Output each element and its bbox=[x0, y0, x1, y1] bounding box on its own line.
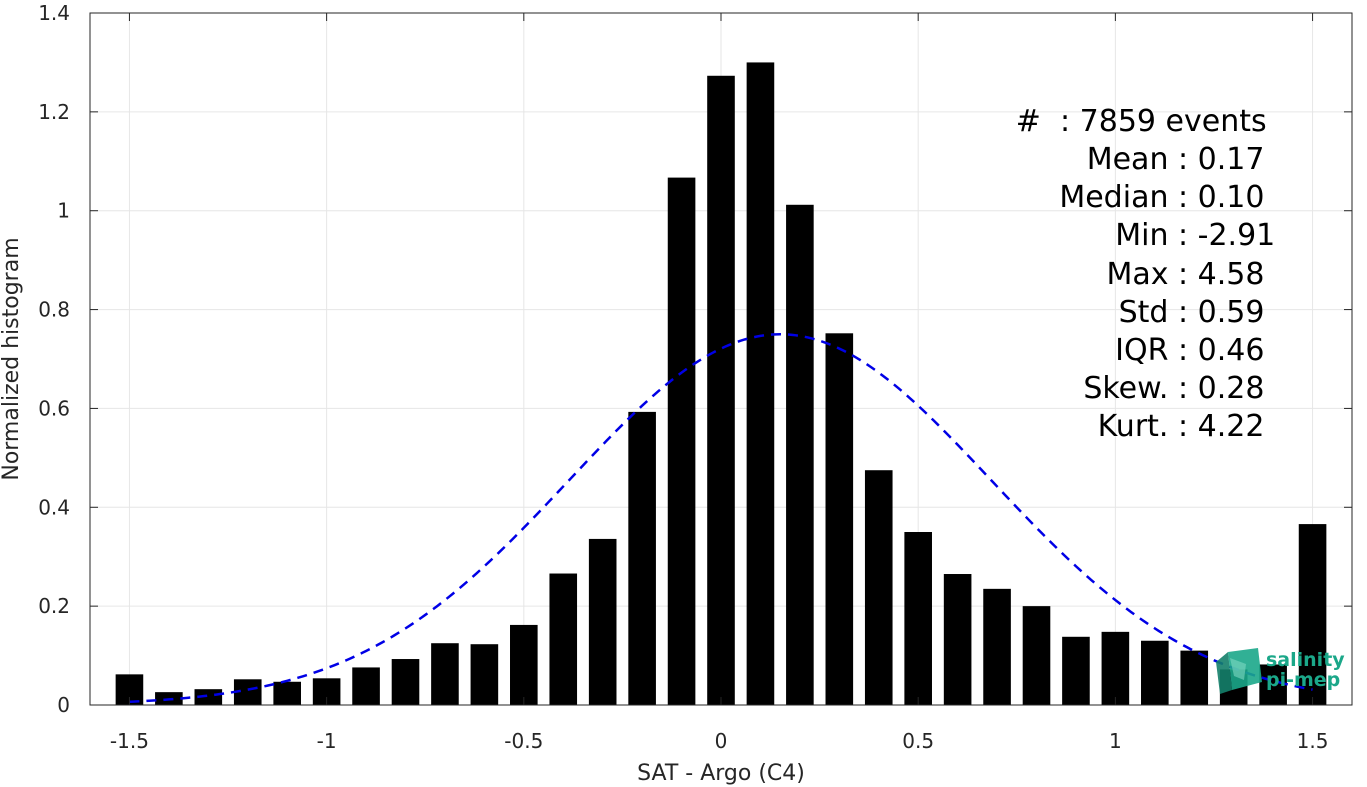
histogram-bar bbox=[1022, 606, 1051, 705]
x-tick-label: 0 bbox=[715, 729, 728, 753]
histogram-bar bbox=[1298, 524, 1327, 705]
stat-label: IQR bbox=[1115, 333, 1178, 368]
histogram-bar bbox=[194, 689, 223, 705]
y-tick-label: 0.8 bbox=[38, 298, 70, 322]
histogram-bar bbox=[786, 204, 814, 706]
x-tick-label: -1.5 bbox=[110, 729, 149, 753]
histogram-bar bbox=[352, 667, 380, 705]
x-axis-label: SAT - Argo (C4) bbox=[637, 761, 805, 786]
histogram-bar bbox=[510, 624, 538, 705]
histogram-bar bbox=[1101, 631, 1130, 705]
histogram-bar bbox=[431, 643, 459, 705]
histogram-bar bbox=[983, 588, 1011, 705]
x-tick-label: -1 bbox=[317, 729, 337, 753]
x-tick-label: 1 bbox=[1109, 729, 1122, 753]
stat-label: Skew. bbox=[1083, 371, 1178, 406]
stat-value: : 0.17 bbox=[1178, 142, 1264, 177]
stat-label: # bbox=[1016, 104, 1060, 139]
normal-fit-curve bbox=[129, 333, 1313, 704]
y-tick-label: 0.2 bbox=[38, 594, 70, 618]
histogram-bar bbox=[1180, 650, 1209, 705]
y-tick-label: 1.2 bbox=[38, 100, 70, 124]
x-axis-ticks: -1.5 -1 -0.5 0 0.5 1 1.5 bbox=[110, 13, 1329, 753]
stat-value: : 0.10 bbox=[1178, 180, 1264, 215]
histogram-bar bbox=[864, 470, 893, 705]
x-tick-label: 1.5 bbox=[1297, 729, 1329, 753]
histogram-bar bbox=[628, 411, 656, 705]
stat-label: Median bbox=[1059, 180, 1178, 215]
stat-label: Mean bbox=[1087, 142, 1178, 177]
stat-value: : 7859 events bbox=[1060, 104, 1267, 139]
stat-label: Min bbox=[1115, 218, 1178, 253]
stat-value: : 0.46 bbox=[1178, 333, 1264, 368]
salinity-pimep-logo: salinity pi-mep bbox=[1216, 648, 1345, 694]
histogram-bar bbox=[746, 62, 775, 705]
histogram-bar bbox=[1141, 640, 1169, 705]
stat-label: Kurt. bbox=[1098, 409, 1178, 444]
y-tick-label: 1 bbox=[57, 199, 70, 223]
y-axis-label: Normalized histogram bbox=[0, 237, 24, 480]
histogram-bar bbox=[943, 574, 972, 705]
y-tick-label: 0 bbox=[57, 693, 70, 717]
logo-line-2: pi-mep bbox=[1266, 669, 1340, 691]
y-axis-ticks: 0 0.2 0.4 0.6 0.8 1 1.2 1.4 bbox=[38, 1, 1352, 717]
y-tick-label: 1.4 bbox=[38, 1, 70, 25]
histogram-bar bbox=[667, 177, 696, 705]
logo-line-1: salinity bbox=[1266, 649, 1345, 671]
stat-value: : 0.28 bbox=[1178, 371, 1264, 406]
stat-label: Std bbox=[1119, 295, 1178, 330]
histogram-bar bbox=[707, 75, 735, 705]
stat-value: : -2.91 bbox=[1178, 218, 1275, 253]
x-tick-label: -0.5 bbox=[504, 729, 543, 753]
y-tick-label: 0.6 bbox=[38, 396, 70, 420]
histogram-bar bbox=[1062, 636, 1090, 705]
histogram-bars bbox=[115, 62, 1327, 706]
stat-value: : 4.58 bbox=[1178, 257, 1264, 292]
histogram-bar bbox=[470, 644, 499, 705]
stat-label: Max bbox=[1106, 257, 1178, 292]
y-tick-label: 0.4 bbox=[38, 495, 70, 519]
cube-icon bbox=[1216, 648, 1262, 694]
stat-value: : 4.22 bbox=[1178, 409, 1264, 444]
histogram-bar bbox=[391, 659, 420, 705]
histogram-bar bbox=[273, 681, 301, 705]
x-tick-label: 0.5 bbox=[902, 729, 934, 753]
histogram-bar bbox=[549, 573, 578, 705]
histogram-bar bbox=[904, 532, 932, 705]
histogram-bar bbox=[825, 333, 854, 705]
histogram-bar bbox=[1259, 664, 1287, 705]
histogram-bar bbox=[588, 538, 617, 705]
stat-value: : 0.59 bbox=[1178, 295, 1264, 330]
